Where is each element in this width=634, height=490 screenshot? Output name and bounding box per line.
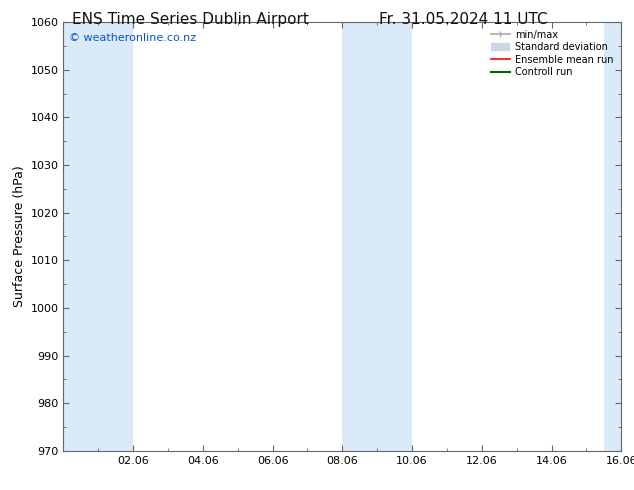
Bar	[604, 22, 634, 451]
Bar	[63, 22, 133, 451]
Text: ENS Time Series Dublin Airport: ENS Time Series Dublin Airport	[72, 12, 309, 27]
Text: Fr. 31.05.2024 11 UTC: Fr. 31.05.2024 11 UTC	[378, 12, 547, 27]
Text: © weatheronline.co.nz: © weatheronline.co.nz	[69, 33, 196, 43]
Y-axis label: Surface Pressure (hPa): Surface Pressure (hPa)	[13, 166, 26, 307]
Legend: min/max, Standard deviation, Ensemble mean run, Controll run: min/max, Standard deviation, Ensemble me…	[488, 27, 616, 80]
Bar	[342, 22, 412, 451]
